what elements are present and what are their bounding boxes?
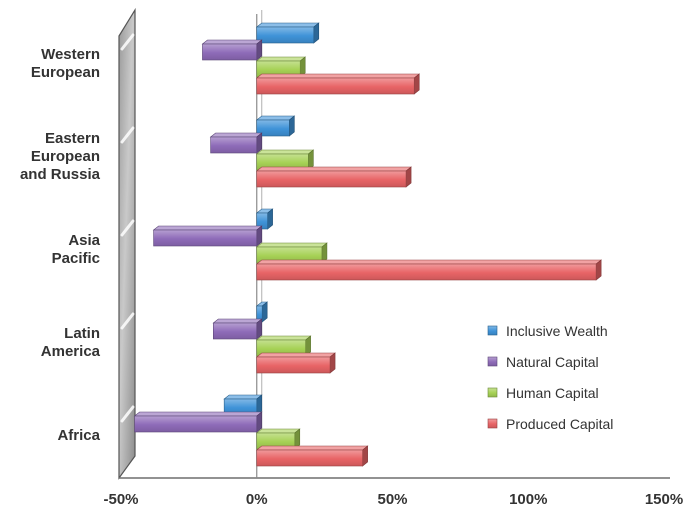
x-tick-label: 50% [377, 491, 407, 508]
x-tick-label: 150% [645, 491, 683, 508]
legend-swatch [487, 387, 498, 398]
wall-highlight [120, 405, 135, 423]
bar-produced-capital-western-european [255, 73, 421, 95]
chart-wall-panel [118, 7, 136, 480]
x-tick-label: 100% [509, 491, 547, 508]
bar-inclusive-wealth-latin-america [255, 301, 269, 323]
bar-human-capital-latin-america [255, 335, 312, 357]
legend-swatch [487, 325, 498, 336]
category-label-eastern-european-and-russia: Eastern European and Russia [20, 130, 101, 183]
bar-natural-capital-africa [133, 411, 263, 433]
legend-item-human-capital: Human Capital [487, 385, 599, 401]
bar-human-capital-western-european [255, 56, 307, 78]
wall-highlight [120, 126, 135, 144]
bar-produced-capital-latin-america [255, 352, 336, 374]
bars [133, 22, 602, 467]
bar-inclusive-wealth-western-european [255, 22, 320, 44]
bar-produced-capital-eastern-european-and-russia [255, 166, 412, 188]
bar-human-capital-asia-pacific [255, 242, 328, 264]
legend-item-inclusive-wealth: Inclusive Wealth [487, 323, 608, 339]
bar-natural-capital-latin-america [212, 318, 263, 340]
category-labels: Western European Eastern European and Russia… [20, 46, 101, 444]
wall-highlight [120, 33, 135, 51]
legend: Inclusive Wealth Natural Capital Human Cap… [487, 323, 613, 432]
x-tick-label: 0% [246, 491, 268, 508]
legend-label: Human Capital [506, 385, 599, 401]
legend-swatch [487, 356, 498, 367]
category-label-latin-america: Latin America [41, 325, 101, 360]
legend-item-produced-capital: Produced Capital [487, 416, 613, 432]
bar-human-capital-africa [255, 428, 301, 450]
category-label-asia-pacific: Asia Pacific [52, 232, 101, 267]
legend-label: Inclusive Wealth [506, 323, 608, 339]
bar-natural-capital-eastern-european-and-russia [209, 132, 263, 154]
bar-natural-capital-asia-pacific [152, 225, 263, 247]
legend-label: Natural Capital [506, 354, 599, 370]
category-label-western-european: Western European [31, 46, 100, 81]
category-label-africa: Africa [57, 427, 100, 444]
x-tick-label: -50% [103, 491, 138, 508]
bar-produced-capital-africa [255, 445, 369, 467]
legend-swatch [487, 418, 498, 429]
chart-wall [118, 7, 136, 480]
bar-inclusive-wealth-africa [223, 394, 263, 416]
tick-labels: -50% 0% 50% 100% 150% [103, 491, 683, 508]
bar-inclusive-wealth-eastern-european-and-russia [255, 115, 296, 137]
bar-produced-capital-asia-pacific [255, 259, 602, 281]
legend-label: Produced Capital [506, 416, 613, 432]
wall-highlight [120, 312, 135, 330]
legend-item-natural-capital: Natural Capital [487, 354, 599, 370]
bar-inclusive-wealth-asia-pacific [255, 208, 274, 230]
bar-human-capital-eastern-european-and-russia [255, 149, 315, 171]
bar-natural-capital-western-european [201, 39, 263, 61]
wall-highlight [120, 219, 135, 237]
